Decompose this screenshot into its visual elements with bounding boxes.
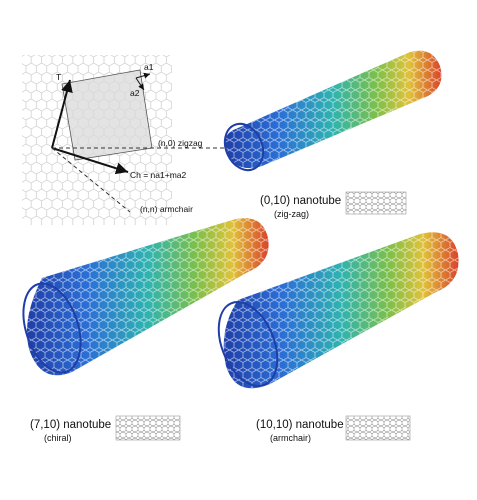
tube-lattice-overlay xyxy=(26,218,269,376)
a2-arrow xyxy=(135,77,145,91)
armchair-label: (n,n) armchair xyxy=(140,204,193,214)
nanotube-chiral xyxy=(22,218,269,376)
nanotube-zigzag xyxy=(223,50,442,172)
armchair-thumbnail xyxy=(345,415,411,441)
caption-zigzag: (0,10) nanotube (zig-zag) xyxy=(260,191,407,219)
caption-chiral: (7,10) nanotube (chiral) xyxy=(30,415,181,443)
armchair-direction-line xyxy=(51,147,131,213)
caption-subtitle: (zig-zag) xyxy=(274,209,309,219)
zigzag-label: (n,0) zigzag xyxy=(158,138,203,148)
nanotube-armchair xyxy=(217,232,459,389)
chiral-vector-label: Ch = na1+ma2 xyxy=(130,170,187,180)
tube-end-ring xyxy=(223,122,265,172)
translation-vector-arrow xyxy=(51,79,73,149)
zigzag-thumbnail xyxy=(345,191,407,215)
chiral-thumbnail xyxy=(115,415,181,441)
unit-cell xyxy=(61,69,153,161)
chiral-vector-arrow xyxy=(51,147,129,175)
tube-end-ring xyxy=(217,301,279,387)
caption-title: (10,10) nanotube xyxy=(256,419,344,431)
caption-subtitle: (armchair) xyxy=(270,433,311,443)
tube-end-ring xyxy=(22,282,82,374)
a1-arrow xyxy=(135,72,151,79)
caption-subtitle: (chiral) xyxy=(44,433,72,443)
a1-label: a1 xyxy=(144,62,154,72)
t-label: T xyxy=(56,72,61,82)
caption-title: (0,10) nanotube xyxy=(260,195,341,207)
caption-armchair: (10,10) nanotube (armchair) xyxy=(256,415,411,443)
chirality-diagram: a1 a2 T (n,0) zigzag Ch = na1+ma2 (n,n) … xyxy=(22,55,250,225)
tube-lattice-overlay xyxy=(224,50,442,169)
caption-title: (7,10) nanotube xyxy=(30,419,111,431)
tube-lattice-overlay xyxy=(223,232,459,389)
a2-label: a2 xyxy=(130,88,140,98)
